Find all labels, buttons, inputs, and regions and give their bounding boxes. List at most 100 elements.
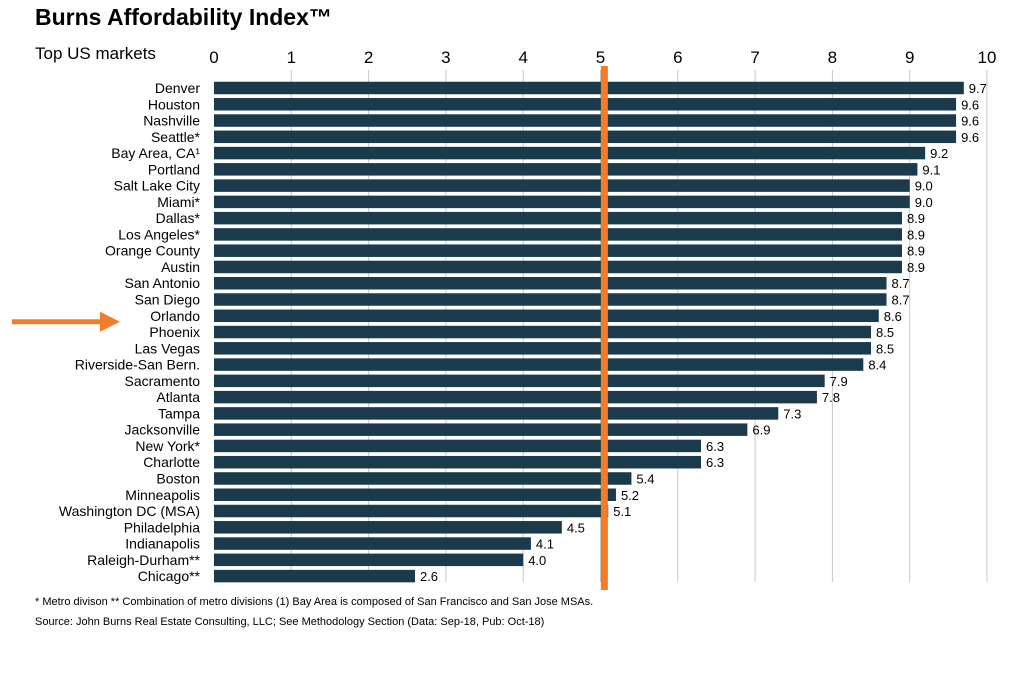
category-label: Denver <box>155 80 200 96</box>
category-label: Salt Lake City <box>114 178 200 194</box>
x-tick-label: 2 <box>364 48 373 67</box>
bar <box>214 163 918 176</box>
bar <box>214 228 902 241</box>
bar <box>214 472 632 485</box>
category-label: Orange County <box>105 243 200 259</box>
value-label: 8.5 <box>876 325 894 340</box>
category-label: Houston <box>148 96 200 112</box>
value-label: 8.7 <box>892 293 910 308</box>
x-tick-label: 5 <box>596 48 605 67</box>
value-label: 9.7 <box>969 81 987 96</box>
value-label: 9.6 <box>961 130 979 145</box>
value-label: 6.3 <box>706 455 724 470</box>
bar <box>214 293 887 306</box>
bar <box>214 374 825 388</box>
category-label: Philadelphia <box>124 519 200 535</box>
bar <box>214 521 562 534</box>
bar <box>214 439 701 453</box>
bar <box>214 390 817 404</box>
footnote: * Metro divison ** Combination of metro … <box>35 596 594 608</box>
category-label: Raleigh-Durham** <box>87 552 200 568</box>
chart-title: Burns Affordability Index™ <box>35 4 332 30</box>
value-label: 4.1 <box>536 537 554 552</box>
value-label: 9.1 <box>922 162 940 177</box>
value-label: 8.9 <box>907 227 925 242</box>
bar <box>214 553 524 567</box>
bar <box>214 276 887 290</box>
bar <box>214 488 616 501</box>
value-label: 9.6 <box>961 114 979 129</box>
x-tick-label: 0 <box>209 48 218 67</box>
category-label: Atlanta <box>156 389 200 405</box>
bar <box>214 569 415 583</box>
category-label: Los Angeles* <box>118 226 200 242</box>
category-label: Washington DC (MSA) <box>59 503 200 519</box>
bar <box>214 455 701 469</box>
bar <box>214 504 609 518</box>
category-label: Austin <box>161 259 200 275</box>
value-label: 4.5 <box>567 520 585 535</box>
category-label: Chicago** <box>138 568 201 584</box>
bar <box>214 358 864 371</box>
x-tick-label: 8 <box>828 48 837 67</box>
value-label: 7.8 <box>822 390 840 405</box>
value-label: 8.9 <box>907 211 925 226</box>
chart-subtitle: Top US markets <box>35 44 156 63</box>
x-tick-label: 4 <box>518 48 527 67</box>
source-note: Source: John Burns Real Estate Consultin… <box>35 616 545 628</box>
bar <box>214 114 957 127</box>
category-label: Orlando <box>150 308 200 324</box>
category-label: Bay Area, CA¹ <box>111 145 200 161</box>
bar <box>214 81 964 95</box>
value-label: 5.4 <box>636 471 654 486</box>
value-label: 8.5 <box>876 341 894 356</box>
bar <box>214 423 748 436</box>
category-label: Minneapolis <box>125 487 200 503</box>
value-label: 8.9 <box>907 244 925 259</box>
category-label: Riverside-San Bern. <box>75 357 200 373</box>
category-label: Seattle* <box>151 129 201 145</box>
bar <box>214 179 910 192</box>
value-label: 8.4 <box>868 358 886 373</box>
category-label: Sacramento <box>125 373 201 389</box>
value-label: 2.6 <box>420 569 438 584</box>
value-label: 7.3 <box>783 406 801 421</box>
category-label: San Antonio <box>124 275 200 291</box>
value-label: 8.9 <box>907 260 925 275</box>
bar <box>214 130 957 144</box>
reference-line <box>600 66 608 590</box>
bar <box>214 244 902 257</box>
bar <box>214 260 902 274</box>
x-tick-label: 7 <box>750 48 759 67</box>
bar <box>214 195 910 209</box>
bar <box>214 211 902 225</box>
value-label: 5.2 <box>621 488 639 503</box>
category-label: Boston <box>156 470 200 486</box>
bar <box>214 407 779 420</box>
category-label: Charlotte <box>143 454 200 470</box>
x-tick-label: 1 <box>287 48 296 67</box>
category-label: Nashville <box>143 113 200 129</box>
value-label: 6.3 <box>706 439 724 454</box>
bar <box>214 98 957 111</box>
category-label: Phoenix <box>149 324 200 340</box>
bar <box>214 309 879 323</box>
bar <box>214 146 926 160</box>
x-tick-label: 6 <box>673 48 682 67</box>
x-tick-label: 10 <box>978 48 997 67</box>
value-label: 5.1 <box>613 504 631 519</box>
value-label: 9.6 <box>961 97 979 112</box>
x-tick-label: 9 <box>905 48 914 67</box>
value-label: 8.6 <box>884 309 902 324</box>
category-label: New York* <box>135 438 200 454</box>
category-label: Las Vegas <box>135 340 200 356</box>
bar <box>214 537 531 550</box>
value-label: 9.2 <box>930 146 948 161</box>
category-label: Jacksonville <box>125 422 201 438</box>
value-label: 4.0 <box>528 553 546 568</box>
category-label: San Diego <box>135 292 201 308</box>
highlight-arrow-icon <box>12 311 120 332</box>
category-label: Tampa <box>158 405 200 421</box>
value-label: 9.0 <box>915 179 933 194</box>
